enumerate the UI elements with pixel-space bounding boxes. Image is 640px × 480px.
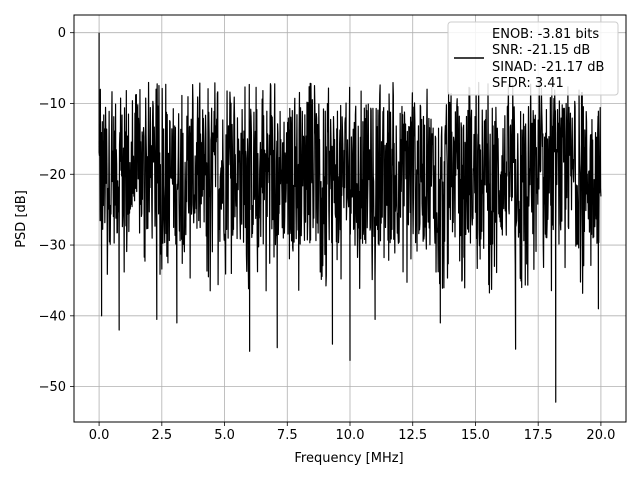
x-tick-label: 12.5 bbox=[398, 428, 427, 443]
y-tick-label: −10 bbox=[39, 97, 66, 112]
x-tick-label: 15.0 bbox=[461, 428, 490, 443]
x-tick-label: 5.0 bbox=[214, 428, 235, 443]
x-tick-label: 20.0 bbox=[586, 428, 615, 443]
y-tick-label: −30 bbox=[39, 239, 66, 254]
x-tick-label: 7.5 bbox=[277, 428, 298, 443]
psd-series-line bbox=[98, 32, 602, 403]
y-tick-label: −20 bbox=[39, 168, 66, 183]
series-psd bbox=[98, 32, 602, 403]
legend-line-snr: SNR: -21.15 dB bbox=[492, 43, 590, 58]
x-tick-label: 0.0 bbox=[89, 428, 110, 443]
legend-line-sfdr: SFDR: 3.41 bbox=[492, 76, 564, 91]
legend-line-enob: ENOB: -3.81 bits bbox=[492, 27, 599, 42]
x-axis-label: Frequency [MHz] bbox=[294, 451, 403, 466]
x-tick-label: 17.5 bbox=[524, 428, 553, 443]
x-tick-label: 10.0 bbox=[336, 428, 365, 443]
legend: ENOB: -3.81 bits SNR: -21.15 dB SINAD: -… bbox=[447, 21, 619, 96]
y-axis-label: PSD [dB] bbox=[14, 190, 29, 248]
y-tick-label: −50 bbox=[39, 380, 66, 395]
legend-line-sinad: SINAD: -21.17 dB bbox=[492, 60, 604, 75]
axes: 0.0 2.5 5.0 7.5 10.0 12.5 15.0 17.5 20.0 0 −10 −20 −… bbox=[39, 14, 627, 443]
y-tick-label: 0 bbox=[58, 26, 66, 41]
x-tick-label: 2.5 bbox=[151, 428, 172, 443]
y-tick-label: −40 bbox=[39, 309, 66, 324]
legend-box bbox=[447, 21, 619, 96]
